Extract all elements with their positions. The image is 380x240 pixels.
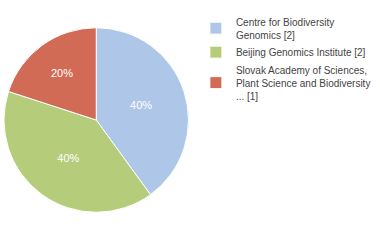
svg-text:40%: 40% <box>130 99 152 111</box>
svg-text:Centre for BiodiversityGenomic: Centre for BiodiversityGenomics [2] <box>236 17 334 41</box>
svg-text:20%: 20% <box>51 67 73 79</box>
svg-text:Slovak Academy of Sciences,Pla: Slovak Academy of Sciences,Plant Science… <box>236 65 371 102</box>
svg-text:Beijing Genomics Institute [2]: Beijing Genomics Institute [2] <box>236 47 366 58</box>
svg-text:40%: 40% <box>57 152 79 164</box>
